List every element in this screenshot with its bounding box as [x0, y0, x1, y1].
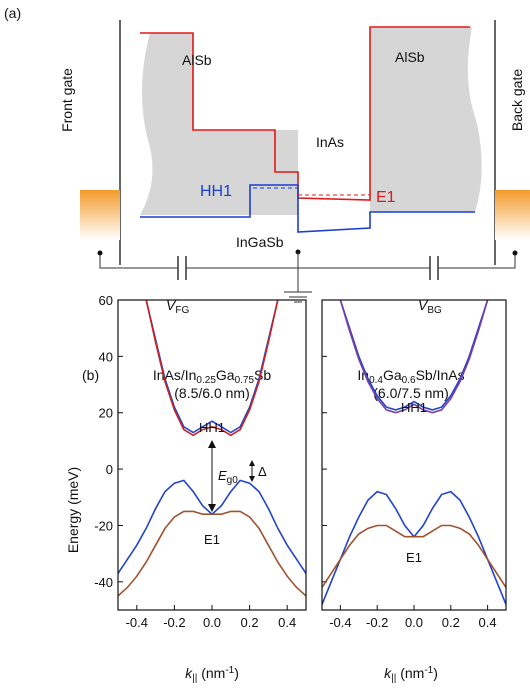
- y-tick-label: 40: [99, 349, 113, 364]
- x-tick-label: -0.4: [126, 615, 148, 630]
- plot-frame: [117, 299, 307, 611]
- band-curve: [118, 510, 306, 597]
- v-bg-label: VBG: [418, 297, 442, 316]
- x-tick-label: -0.2: [366, 615, 388, 630]
- gap-annotation: [208, 440, 255, 512]
- chart-title: InAs/In0.25Ga0.75Sb: [153, 367, 272, 386]
- valence-band: [140, 184, 475, 233]
- delta-label: Δ: [258, 464, 267, 479]
- v-fg-label: VFG: [166, 297, 189, 316]
- plot-frame: [321, 299, 507, 611]
- x-tick-label: -0.4: [329, 615, 351, 630]
- y-axis-label: Energy (meV): [65, 467, 81, 553]
- annotation: HH1: [199, 420, 225, 435]
- x-tick-label: 0.0: [405, 615, 423, 630]
- band-diagram: [80, 20, 530, 303]
- region-label: InAs: [316, 134, 344, 150]
- x-tick-label: -0.2: [163, 615, 185, 630]
- x-tick-label: 0.2: [241, 615, 259, 630]
- x-tick-label: 0.4: [278, 615, 296, 630]
- front-gate-metal: [80, 190, 120, 240]
- x-axis-label: k|| (nm-1): [384, 665, 438, 684]
- alsb-left-region: [140, 33, 298, 215]
- region-label: InGaSb: [236, 234, 284, 250]
- wire: [438, 253, 516, 269]
- alsb-right-region: [370, 27, 482, 212]
- y-tick-label: 20: [99, 406, 113, 421]
- y-tick-label: -20: [94, 518, 113, 533]
- eg0-main: E: [218, 468, 227, 483]
- band-curve: [339, 300, 489, 411]
- front-gate-label: Front gate: [59, 68, 75, 132]
- arrow-head: [208, 440, 216, 512]
- hh1-label: HH1: [200, 183, 232, 200]
- region-label: AlSb: [395, 49, 425, 65]
- chart-subtitle: (8.5/6.0 nm): [174, 385, 249, 401]
- chart-subtitle: (6.0/7.5 nm): [373, 385, 448, 401]
- x-tick-label: 0.0: [203, 615, 221, 630]
- annotation: HH1: [401, 400, 427, 415]
- y-tick-label: -40: [94, 575, 113, 590]
- x-tick-label: 0.2: [442, 615, 460, 630]
- x-tick-label: 0.4: [479, 615, 497, 630]
- chart-title: In0.4Ga0.6Sb/InAs: [357, 367, 464, 386]
- panel-label: (a): [4, 5, 21, 21]
- x-axis-label: k|| (nm-1): [185, 665, 239, 684]
- eg0-sub: g0: [227, 475, 239, 486]
- back-gate-label: Back gate: [509, 69, 525, 131]
- back-gate-metal: [495, 190, 530, 240]
- band-curve: [339, 300, 489, 414]
- band-curve: [322, 490, 506, 605]
- region-label: AlSb: [182, 52, 212, 68]
- eg0-label: Eg0: [218, 468, 238, 486]
- contact: [512, 250, 518, 256]
- arrow-head: [249, 460, 255, 482]
- band-curve: [145, 300, 279, 437]
- y-tick-label: 0: [106, 462, 113, 477]
- y-tick-label: 60: [99, 293, 113, 308]
- e1-label: E1: [376, 189, 396, 206]
- annotation: E1: [204, 532, 220, 547]
- conduction-band: [140, 26, 470, 201]
- contact: [97, 250, 103, 256]
- wire: [99, 253, 178, 269]
- panel-label: (b): [82, 367, 99, 383]
- annotation: E1: [406, 550, 422, 565]
- band-curve: [145, 300, 279, 434]
- band-curve: [322, 524, 506, 588]
